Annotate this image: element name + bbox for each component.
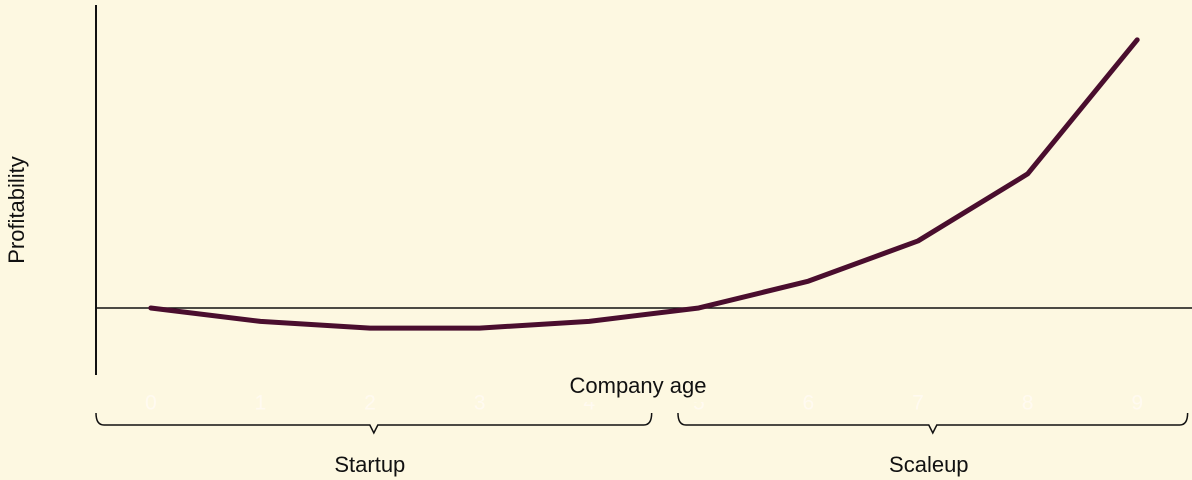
x-axis-label: Company age [570,373,707,398]
x-tick-label: 8 [1022,392,1034,415]
x-tick-label: 2 [364,392,376,415]
x-tick-label: 1 [255,392,267,415]
x-tick-label: 0 [145,392,157,415]
group-bracket [95,412,653,435]
x-tick-label: 5 [693,392,705,415]
x-tick-label: 6 [803,392,815,415]
group-label: Scaleup [889,452,969,477]
line [148,37,1140,331]
y-axis-label: Profitability [4,156,29,264]
group-label: Startup [334,452,405,477]
group-bracket [677,412,1189,435]
x-label-bg [556,372,720,402]
x-tick-label: 7 [912,392,924,415]
x-tick-label: 9 [1131,392,1143,415]
x-tick-label: 3 [474,392,486,415]
